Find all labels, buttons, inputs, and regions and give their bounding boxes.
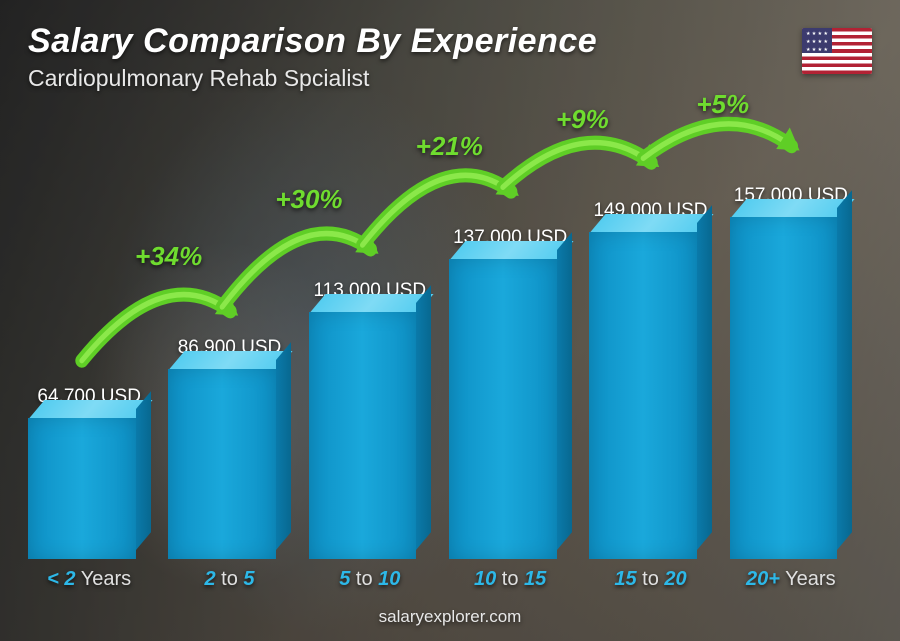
bar-slot: 137,000 USD: [449, 119, 571, 559]
bar-slot: 64,700 USD: [28, 119, 150, 559]
page-title: Salary Comparison By Experience: [28, 22, 872, 61]
category-label: < 2 Years: [28, 568, 150, 591]
category-label: 5 to 10: [309, 568, 431, 591]
bar-slot: 157,000 USD: [730, 119, 852, 559]
bar-slot: 86,900 USD: [168, 119, 290, 559]
category-label: 10 to 15: [449, 568, 571, 591]
flag-icon: [802, 28, 872, 74]
category-label: 15 to 20: [589, 568, 711, 591]
bar: [730, 217, 852, 559]
category-label: 2 to 5: [168, 568, 290, 591]
category-label: 20+ Years: [730, 568, 852, 591]
bar: [168, 369, 290, 559]
bars-row: 64,700 USD86,900 USD113,000 USD137,000 U…: [28, 119, 852, 559]
bar: [449, 259, 571, 559]
infographic-container: Salary Comparison By Experience Cardiopu…: [0, 0, 900, 641]
bar: [28, 418, 150, 559]
bar: [589, 232, 711, 559]
bar-chart: 64,700 USD86,900 USD113,000 USD137,000 U…: [28, 81, 852, 591]
pct-increase-label: +5%: [696, 89, 749, 120]
category-row: < 2 Years 2 to 5 5 to 10 10 to 15 15 to 20 20…: [28, 568, 852, 591]
bar-slot: 113,000 USD: [309, 119, 431, 559]
bar: [309, 312, 431, 559]
bar-slot: 149,000 USD: [589, 119, 711, 559]
footer-credit: salaryexplorer.com: [0, 607, 900, 627]
